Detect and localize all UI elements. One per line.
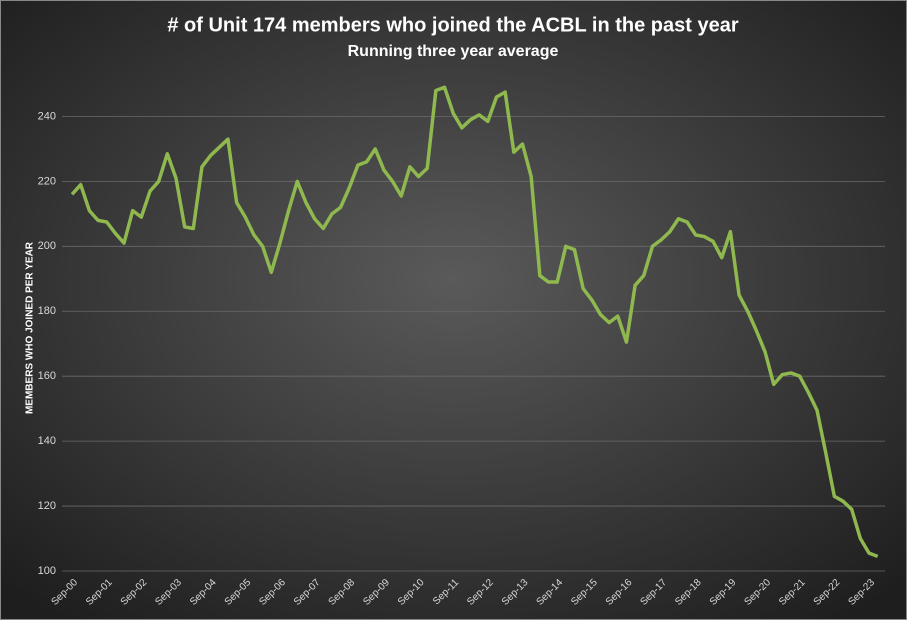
y-tick-label: 240 <box>38 110 56 122</box>
y-tick-label: 120 <box>38 500 56 512</box>
chart-title: # of Unit 174 members who joined the ACB… <box>167 14 738 36</box>
y-tick-label: 160 <box>38 370 56 382</box>
y-tick-label: 180 <box>38 305 56 317</box>
y-tick-label: 140 <box>38 435 56 447</box>
chart-subtitle: Running three year average <box>348 43 559 60</box>
y-tick-label: 100 <box>38 565 56 577</box>
y-axis-label: MEMBERS WHO JOINED PER YEAR <box>25 241 36 414</box>
data-line <box>70 85 879 559</box>
y-tick-label: 220 <box>38 175 56 187</box>
y-tick-label: 200 <box>38 240 56 252</box>
